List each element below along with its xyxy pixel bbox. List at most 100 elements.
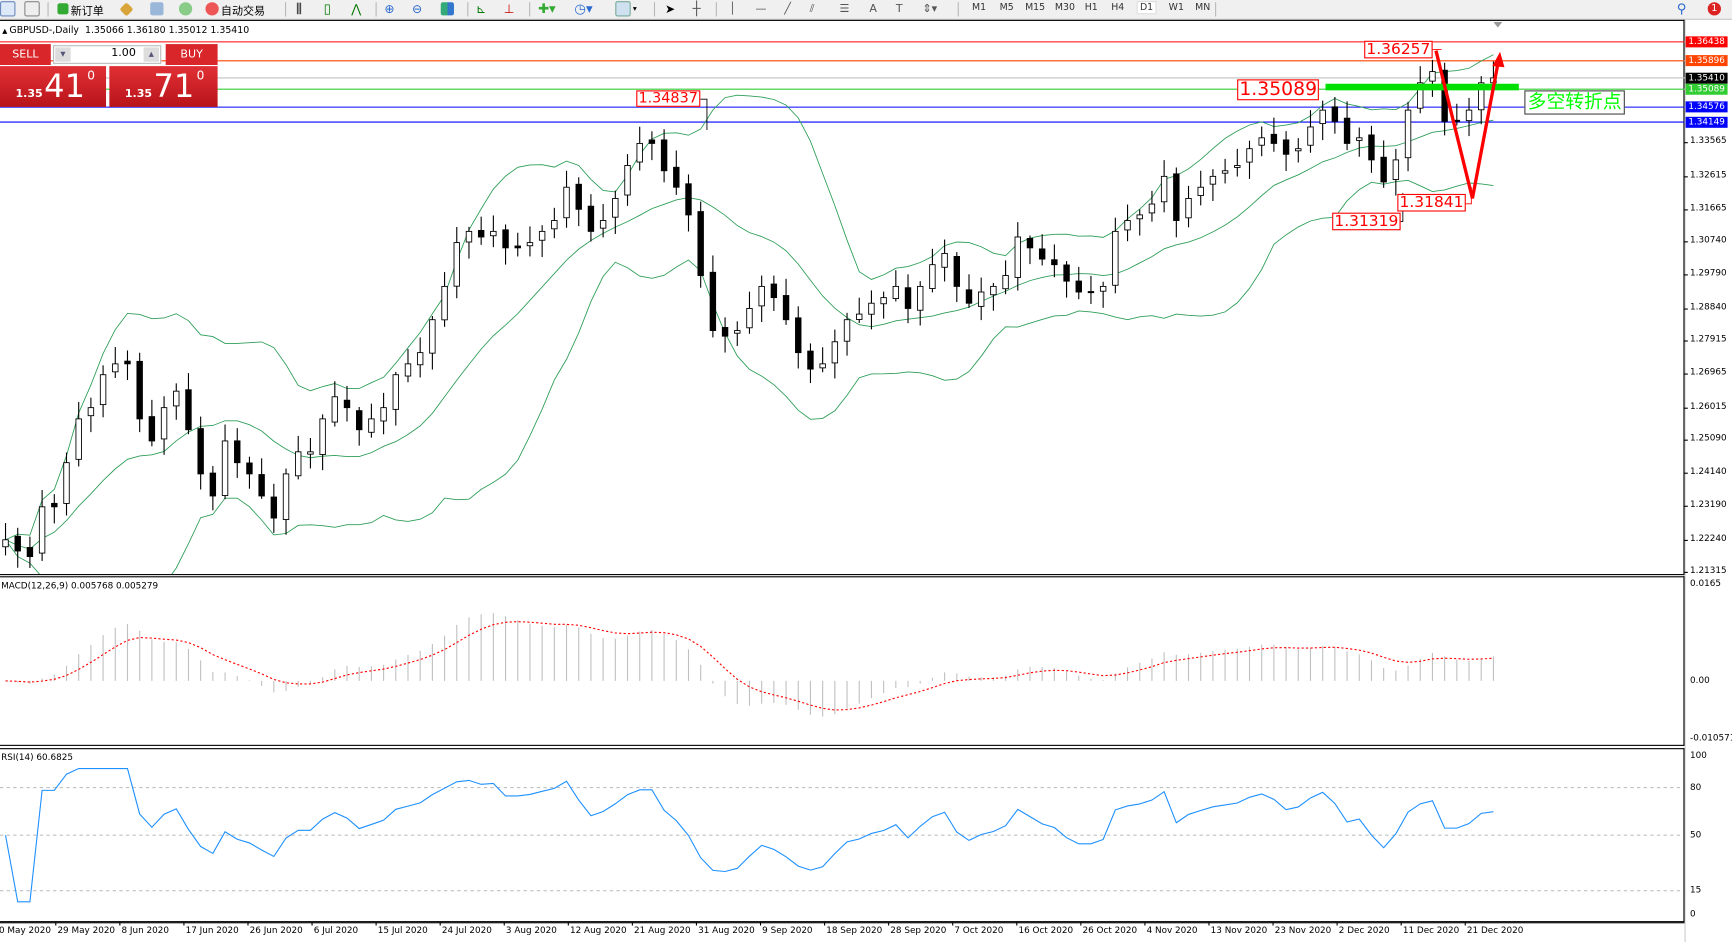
price-label-1.31841[interactable]: 1.31841	[1397, 193, 1466, 212]
timeframe-mn[interactable]: MN	[1195, 2, 1211, 14]
candle-body	[26, 547, 34, 558]
date-label: 17 Jun 2020	[185, 925, 239, 936]
timeframe-h1[interactable]: H1	[1084, 2, 1098, 14]
candlestick-button[interactable]: ▯	[324, 1, 331, 16]
price-label-1.35089[interactable]: 1.35089	[1237, 79, 1320, 101]
price-tick: 1.31665	[1690, 202, 1727, 213]
text-button[interactable]: A	[869, 1, 877, 16]
candle-body	[819, 363, 826, 369]
macd-tick: 0.00	[1690, 675, 1710, 686]
templates-button[interactable]: ▾	[615, 1, 637, 17]
support-resistance-zone[interactable]	[1325, 83, 1519, 91]
candle-body	[234, 440, 241, 464]
date-tick	[503, 922, 505, 926]
toolbar-icon-navigator[interactable]	[24, 1, 40, 17]
line-chart-button[interactable]: ⋀	[351, 1, 361, 16]
zoom-in-button[interactable]: ⊕	[384, 1, 394, 16]
candle-body	[1270, 133, 1278, 144]
turning-point-note[interactable]: 多空转折点	[1524, 90, 1625, 115]
candle-body	[185, 389, 192, 431]
tile-windows-button[interactable]	[440, 1, 454, 16]
timeframe-m5[interactable]: M5	[999, 2, 1014, 14]
crosshair-button[interactable]: ┼	[693, 1, 701, 16]
candle-body	[563, 186, 570, 219]
candle-body	[880, 297, 887, 305]
tile-icon	[440, 2, 454, 16]
candle-body	[660, 139, 668, 172]
horizontal-line-button[interactable]: —	[756, 1, 767, 16]
date-tick	[952, 922, 954, 926]
vertical-line-button[interactable]: │	[729, 1, 736, 16]
timeframe-m30[interactable]: M30	[1054, 2, 1075, 14]
candle-body	[856, 313, 863, 320]
trendline-button[interactable]: ╱	[784, 1, 791, 16]
main-chart-pane[interactable]	[0, 19, 1685, 576]
auto-trading-button[interactable]: 自动交易	[205, 1, 265, 17]
lot-size-input[interactable]: 1.00	[111, 47, 136, 60]
price-tick-mark	[1684, 142, 1688, 144]
candle-body	[648, 139, 656, 144]
indicators-icon: ✚▾	[537, 1, 556, 17]
timeframe-d1[interactable]: D1	[1136, 1, 1157, 15]
candle-body	[1038, 248, 1046, 260]
price-tick: 1.27915	[1690, 333, 1727, 344]
price-label-1.36257[interactable]: 1.36257	[1364, 40, 1433, 59]
chart-shift-button[interactable]: ⊥	[504, 1, 515, 16]
toolbar-icon-terminal[interactable]	[150, 1, 164, 16]
timeframe-m15[interactable]: M15	[1025, 2, 1046, 14]
toolbar-icon-signals[interactable]	[178, 1, 193, 16]
chart-shift-marker-icon[interactable]	[1493, 22, 1503, 28]
lot-decrease-button[interactable]: ▼	[55, 47, 71, 62]
bid-price[interactable]: 1.35 41 0	[0, 66, 107, 107]
candle-body	[1209, 175, 1217, 185]
price-tick: 1.33565	[1690, 135, 1727, 146]
fibonacci-button[interactable]: ☰	[839, 1, 849, 16]
candle-body	[612, 198, 619, 218]
candle-body	[441, 285, 448, 321]
cursor-button[interactable]: ➤	[665, 1, 675, 16]
fibonacci-icon: ☰	[839, 2, 850, 15]
lot-size-stepper[interactable]: ▼ 1.00 ▲	[53, 45, 162, 64]
search-button[interactable]: ⚲	[1677, 1, 1687, 16]
ask-price[interactable]: 1.35 71 0	[109, 66, 218, 107]
price-label-1.31319[interactable]: 1.31319	[1332, 212, 1401, 231]
indicators-button[interactable]: ✚▾	[538, 1, 556, 16]
toolbar-icon-new-chart[interactable]	[0, 1, 16, 17]
timeframe-m1[interactable]: M1	[972, 2, 987, 14]
buy-button[interactable]: BUY	[165, 44, 218, 66]
zoom-out-button[interactable]: ⊖	[412, 1, 422, 16]
candle-body	[1429, 71, 1436, 82]
channel-button[interactable]: ⫽	[810, 1, 815, 16]
candle-body	[355, 410, 363, 431]
plus-icon	[57, 3, 69, 15]
price-axis	[1684, 19, 1732, 942]
candle-body	[709, 271, 717, 331]
timeframe-h4[interactable]: H4	[1111, 2, 1125, 14]
price-tick-mark	[1684, 340, 1688, 342]
zoom-out-icon: ⊖	[412, 1, 423, 16]
timeframe-w1[interactable]: W1	[1168, 2, 1184, 14]
arrows-button[interactable]: ⇕▾	[922, 1, 937, 16]
macd-pane[interactable]	[0, 576, 1685, 746]
candle-body	[575, 183, 582, 210]
macd-label: MACD(12,26,9) 0.005768 0.005279	[1, 580, 159, 591]
price-label-1.34837[interactable]: 1.34837	[636, 90, 701, 107]
bar-chart-button[interactable]: ⫼	[296, 1, 302, 16]
candle-body	[1002, 275, 1009, 290]
price-tick-mark	[1684, 274, 1688, 276]
candle-body	[1063, 264, 1070, 282]
candle-body	[807, 350, 814, 370]
new-order-button[interactable]: 新订单	[57, 1, 104, 17]
rsi-pane[interactable]	[0, 748, 1685, 923]
lot-increase-button[interactable]: ▲	[143, 47, 160, 62]
periods-button[interactable]: ◷▾	[574, 1, 592, 16]
v-reversal-arrow[interactable]	[1434, 50, 1500, 199]
autoscroll-button[interactable]: ⊾	[476, 1, 486, 16]
candle-body	[51, 502, 58, 508]
candle-body	[1099, 285, 1107, 292]
sell-button[interactable]: SELL	[0, 44, 51, 66]
notifications-button[interactable]: 1	[1707, 1, 1721, 16]
level-price-tag: 1.36438	[1685, 36, 1728, 48]
date-label: 29 May 2020	[57, 925, 116, 936]
text-label-button[interactable]: T	[896, 1, 903, 16]
